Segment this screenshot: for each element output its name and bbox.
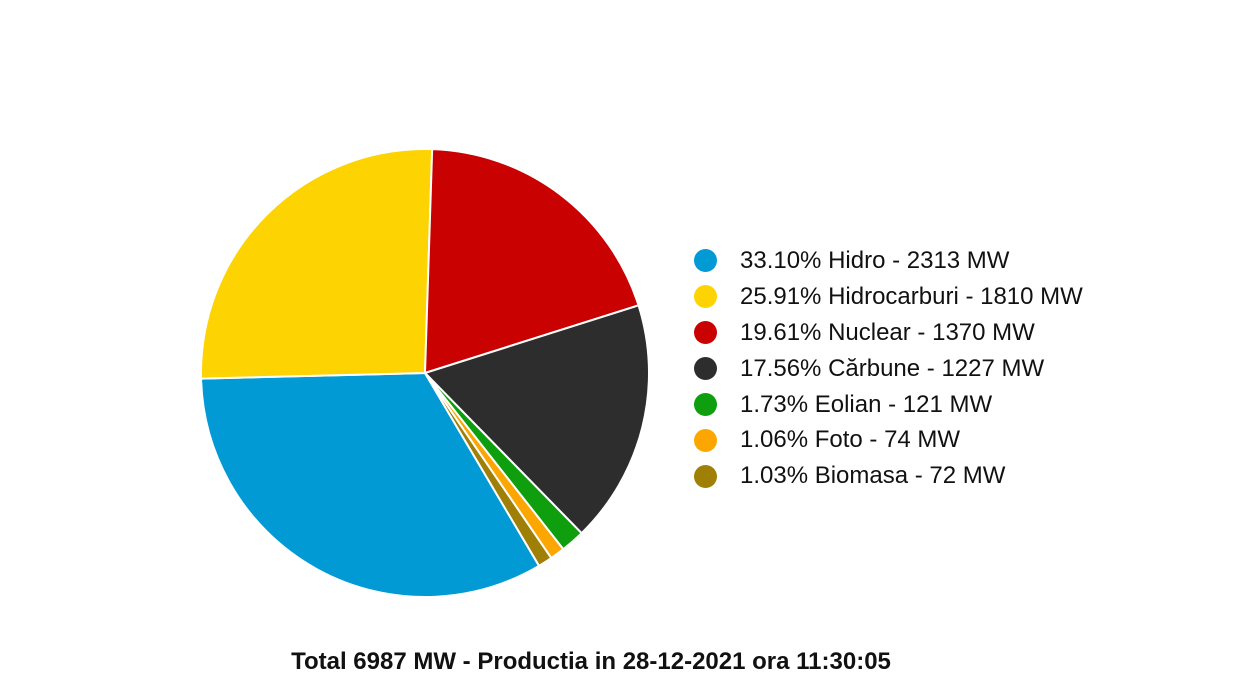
legend-item-hidro[interactable]: 33.10% Hidro - 2313 MW <box>694 243 1083 279</box>
legend-label-nuclear: 19.61% Nuclear - 1370 MW <box>740 318 1035 346</box>
legend-item-carbune[interactable]: 17.56% Cărbune - 1227 MW <box>694 351 1083 387</box>
legend-label-eolian: 1.73% Eolian - 121 MW <box>740 390 993 418</box>
chart-footer-title: Total 6987 MW - Productia in 28-12-2021 … <box>291 648 891 675</box>
legend-label-carbune: 17.56% Cărbune - 1227 MW <box>740 354 1045 382</box>
legend-label-hidro: 33.10% Hidro - 2313 MW <box>740 246 1010 274</box>
legend-item-foto[interactable]: 1.06% Foto - 74 MW <box>694 422 1083 458</box>
legend-label-hidrocarburi: 25.91% Hidrocarburi - 1810 MW <box>740 282 1083 310</box>
legend-label-biomasa: 1.03% Biomasa - 72 MW <box>740 462 1006 490</box>
legend-item-biomasa[interactable]: 1.03% Biomasa - 72 MW <box>694 458 1083 494</box>
pie-slice-carbune[interactable] <box>424 304 650 535</box>
chart-legend: 33.10% Hidro - 2313 MW 25.91% Hidrocarbu… <box>694 243 1083 494</box>
pie-slice-nuclear[interactable] <box>424 148 640 374</box>
legend-swatch-eolian <box>694 393 717 416</box>
legend-item-eolian[interactable]: 1.73% Eolian - 121 MW <box>694 387 1083 423</box>
legend-swatch-carbune <box>694 357 717 381</box>
legend-swatch-nuclear <box>694 321 717 345</box>
pie-slice-hidrocarburi[interactable] <box>200 148 434 380</box>
legend-label-foto: 1.06% Foto - 74 MW <box>740 426 961 454</box>
legend-item-nuclear[interactable]: 19.61% Nuclear - 1370 MW <box>694 315 1083 351</box>
pie-slice-biomasa[interactable] <box>424 372 553 567</box>
legend-swatch-hidro <box>694 249 717 273</box>
legend-swatch-foto <box>694 428 717 452</box>
legend-item-hidrocarburi[interactable]: 25.91% Hidrocarburi - 1810 MW <box>694 279 1083 315</box>
legend-swatch-hidrocarburi <box>694 285 717 309</box>
pie-slice-hidro[interactable] <box>200 372 541 598</box>
legend-swatch-biomasa <box>694 464 717 488</box>
